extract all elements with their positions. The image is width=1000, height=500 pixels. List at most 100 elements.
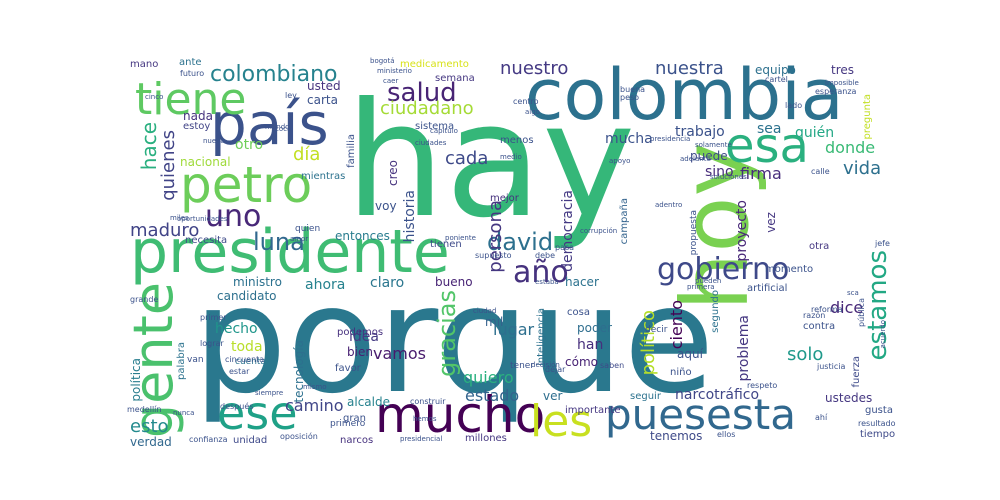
word-gran: gran <box>343 413 366 424</box>
word-presidencia: presidencia <box>650 135 691 143</box>
word-salud: salud <box>387 78 457 108</box>
word-firma: firma <box>740 164 782 183</box>
word-alcalde: alcalde <box>347 395 390 409</box>
word-ciudadano: ciudadano <box>380 98 474 119</box>
word-siempre: siempre <box>255 389 284 397</box>
word-calle: calle <box>811 167 830 176</box>
word-tres: tres <box>831 63 855 77</box>
word-propuesta: propuesta <box>689 210 699 256</box>
word-solamente: solamente <box>695 141 732 149</box>
word-segundo: segundo <box>710 290 721 333</box>
word-vida: vida <box>843 158 882 179</box>
word-candidato: candidato <box>217 289 277 303</box>
word-cincuenta: cincuenta <box>225 355 265 364</box>
word-peso: peso <box>620 93 640 102</box>
word-corrupcion: corrupción <box>580 227 618 235</box>
word-seguir: seguir <box>630 391 661 402</box>
word-puede: puede <box>690 149 728 163</box>
word-quien-acento: quién <box>795 125 835 141</box>
word-reforma: reforma <box>811 305 843 314</box>
word-tener: tener <box>510 361 535 371</box>
word-ellos: ellos <box>717 430 736 439</box>
word-vamos: vamos <box>373 344 426 363</box>
word-bien: bien <box>347 345 373 359</box>
word-carta: carta <box>307 93 338 107</box>
word-quienes: quienes <box>158 130 179 201</box>
word-colombiano: colombiano <box>210 62 338 87</box>
word-confianza: confianza <box>189 435 228 444</box>
word-ciento: ciento <box>667 300 686 350</box>
word-gusta: gusta <box>865 405 893 416</box>
word-historia: historia <box>402 190 418 243</box>
word-ustedes: ustedes <box>825 391 873 405</box>
word-claro: claro <box>370 275 405 291</box>
word-ante: ante <box>179 57 202 68</box>
word-gobierno: gobierno <box>657 252 790 287</box>
word-colombia: colombia <box>525 54 844 136</box>
word-idea: idea <box>349 329 379 345</box>
word-debe: debe <box>535 251 555 260</box>
word-lugar: lugar <box>493 320 535 339</box>
word-van: van <box>187 355 204 365</box>
word-medellin: medellín <box>127 405 162 414</box>
word-nada: nada <box>183 109 213 123</box>
word-vez: vez <box>764 212 778 233</box>
word-lado: lado <box>785 101 803 110</box>
word-ahi: ahí <box>815 413 828 422</box>
word-primer: primer <box>200 313 227 322</box>
word-adentro: adentro <box>655 201 683 209</box>
word-esto: esto <box>130 416 169 437</box>
word-primero: primero <box>330 419 366 429</box>
word-entonces: entonces <box>335 229 390 243</box>
word-puesesta: puesesta <box>605 390 796 439</box>
word-cloud: porque hay colombia hoy presidente país … <box>125 50 900 450</box>
word-cada: cada <box>445 148 489 169</box>
word-donde: donde <box>825 138 876 157</box>
word-mientras: mientras <box>301 171 346 182</box>
word-momento: momento <box>765 264 814 275</box>
word-dia: día <box>293 144 321 165</box>
word-contra: contra <box>803 321 836 332</box>
word-grande: grande <box>130 295 159 304</box>
word-pueden: pueden <box>695 277 722 285</box>
word-problema: problema <box>736 315 752 382</box>
word-despues: después <box>220 402 254 411</box>
word-nunca: nunca <box>173 409 195 417</box>
word-equipo: equipo <box>755 63 796 77</box>
word-respeto: respeto <box>747 381 778 390</box>
word-ahora: ahora <box>305 277 346 293</box>
word-pregunta: pregunta <box>862 94 873 140</box>
word-luna: luna <box>253 228 305 256</box>
word-nino: niño <box>670 367 692 378</box>
word-creo: creo <box>386 160 400 186</box>
word-uno: uno <box>205 199 262 234</box>
word-ese: ese <box>217 386 298 440</box>
word-estamos: estamos <box>863 250 893 361</box>
word-saben: saben <box>600 361 625 370</box>
word-sistema: sistema <box>415 121 455 132</box>
word-otro: otro <box>235 137 264 153</box>
word-quiero: quiero <box>463 368 514 387</box>
word-campana: campaña <box>619 198 630 245</box>
word-acuerdo: acuerdo <box>879 320 887 349</box>
word-sca: sca <box>847 289 859 297</box>
word-aqui: aquí <box>677 347 703 361</box>
word-favor: favor <box>335 363 361 374</box>
word-oportunidades: oportunidades <box>177 215 228 223</box>
word-cosa: cosa <box>567 307 590 318</box>
word-usted: usted <box>307 79 341 93</box>
word-pasa: pasa <box>555 243 575 252</box>
word-hacer: hacer <box>565 275 599 289</box>
word-bogota: bogotá <box>370 57 395 65</box>
word-resultado: resultado <box>858 419 896 428</box>
word-algo: algo <box>525 108 540 116</box>
word-millones: millones <box>465 433 507 444</box>
word-politica: política <box>129 358 143 402</box>
word-jefe: jefe <box>875 239 890 248</box>
word-estoy: estoy <box>183 121 211 132</box>
word-supuesto: supuesto <box>475 251 512 260</box>
word-familia: familia <box>346 134 357 168</box>
word-proyecto: proyecto <box>734 200 750 262</box>
word-tiene: tiene <box>135 74 247 125</box>
word-dejar: dejar <box>545 365 566 374</box>
